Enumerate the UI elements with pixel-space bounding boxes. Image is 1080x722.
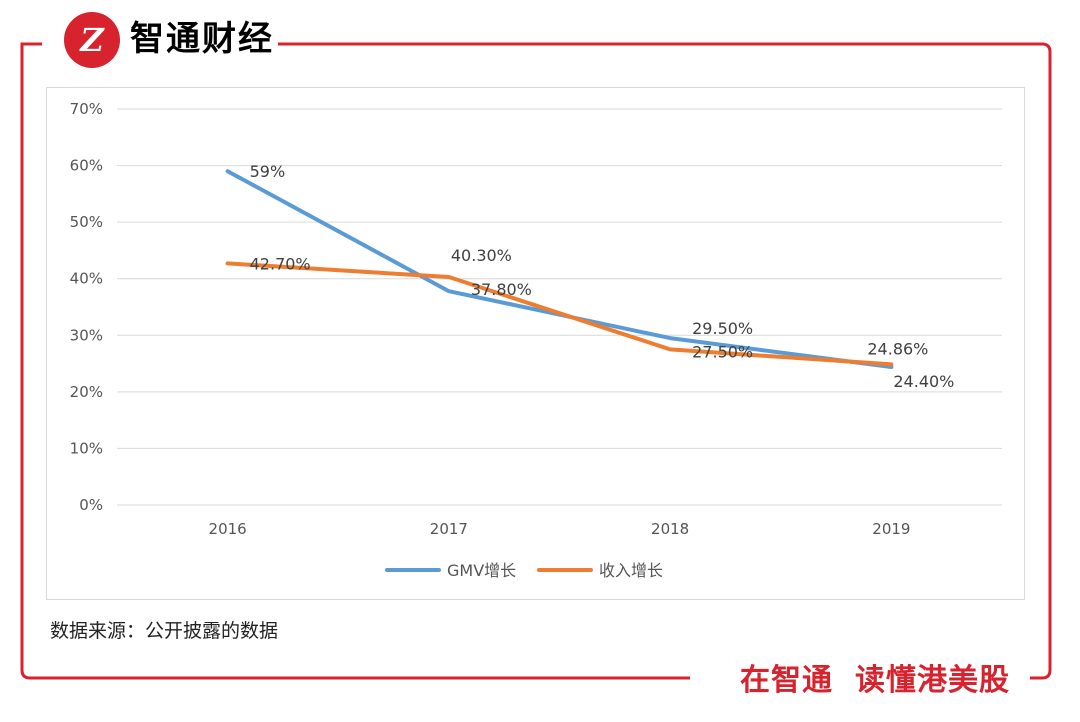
y-tick-label: 30% (70, 326, 103, 344)
y-tick-label: 40% (70, 270, 103, 288)
source-note: 数据来源：公开披露的数据 (50, 620, 279, 642)
brand-name: 智通财经 (130, 19, 274, 59)
data-label: 42.70% (250, 254, 311, 273)
y-tick-label: 50% (70, 213, 103, 231)
slogan-part-1: 在智通 (740, 663, 833, 698)
brand-logo-icon: Z (64, 12, 120, 68)
chart-panel: 0% 10% 20% 30% 40% 50% 60% 70% 2016 2017 2018 2019 5… (46, 87, 1025, 600)
x-tick-label: 2017 (430, 520, 468, 538)
data-label: 59% (250, 162, 286, 181)
legend-label: 收入增长 (599, 561, 663, 580)
frame-top-right-line (278, 42, 1052, 680)
frame-top-left-line (20, 42, 690, 680)
y-tick-label: 70% (70, 100, 103, 118)
legend-label: GMV增长 (447, 561, 516, 580)
data-label: 40.30% (451, 246, 512, 265)
x-tick-label: 2019 (872, 520, 910, 538)
y-tick-label: 10% (70, 439, 103, 457)
line-chart: 0% 10% 20% 30% 40% 50% 60% 70% 2016 2017 2018 2019 5… (70, 100, 1002, 580)
y-tick-label: 20% (70, 383, 103, 401)
slogan-part-2: 读懂港美股 (855, 663, 1010, 698)
x-tick-label: 2018 (651, 520, 689, 538)
data-label: 27.50% (692, 342, 753, 361)
data-label: 37.80% (471, 280, 532, 299)
data-label: 29.50% (692, 319, 753, 338)
y-tick-label: 0% (79, 496, 103, 514)
brand-logo-letter: Z (78, 21, 105, 59)
series-line (225, 261, 894, 367)
data-label: 24.86% (867, 339, 928, 358)
data-label: 24.40% (893, 372, 954, 391)
y-tick-label: 60% (70, 157, 103, 175)
x-tick-label: 2016 (209, 520, 247, 538)
brand-slogan: 在智通 读懂港美股 (732, 661, 1018, 701)
